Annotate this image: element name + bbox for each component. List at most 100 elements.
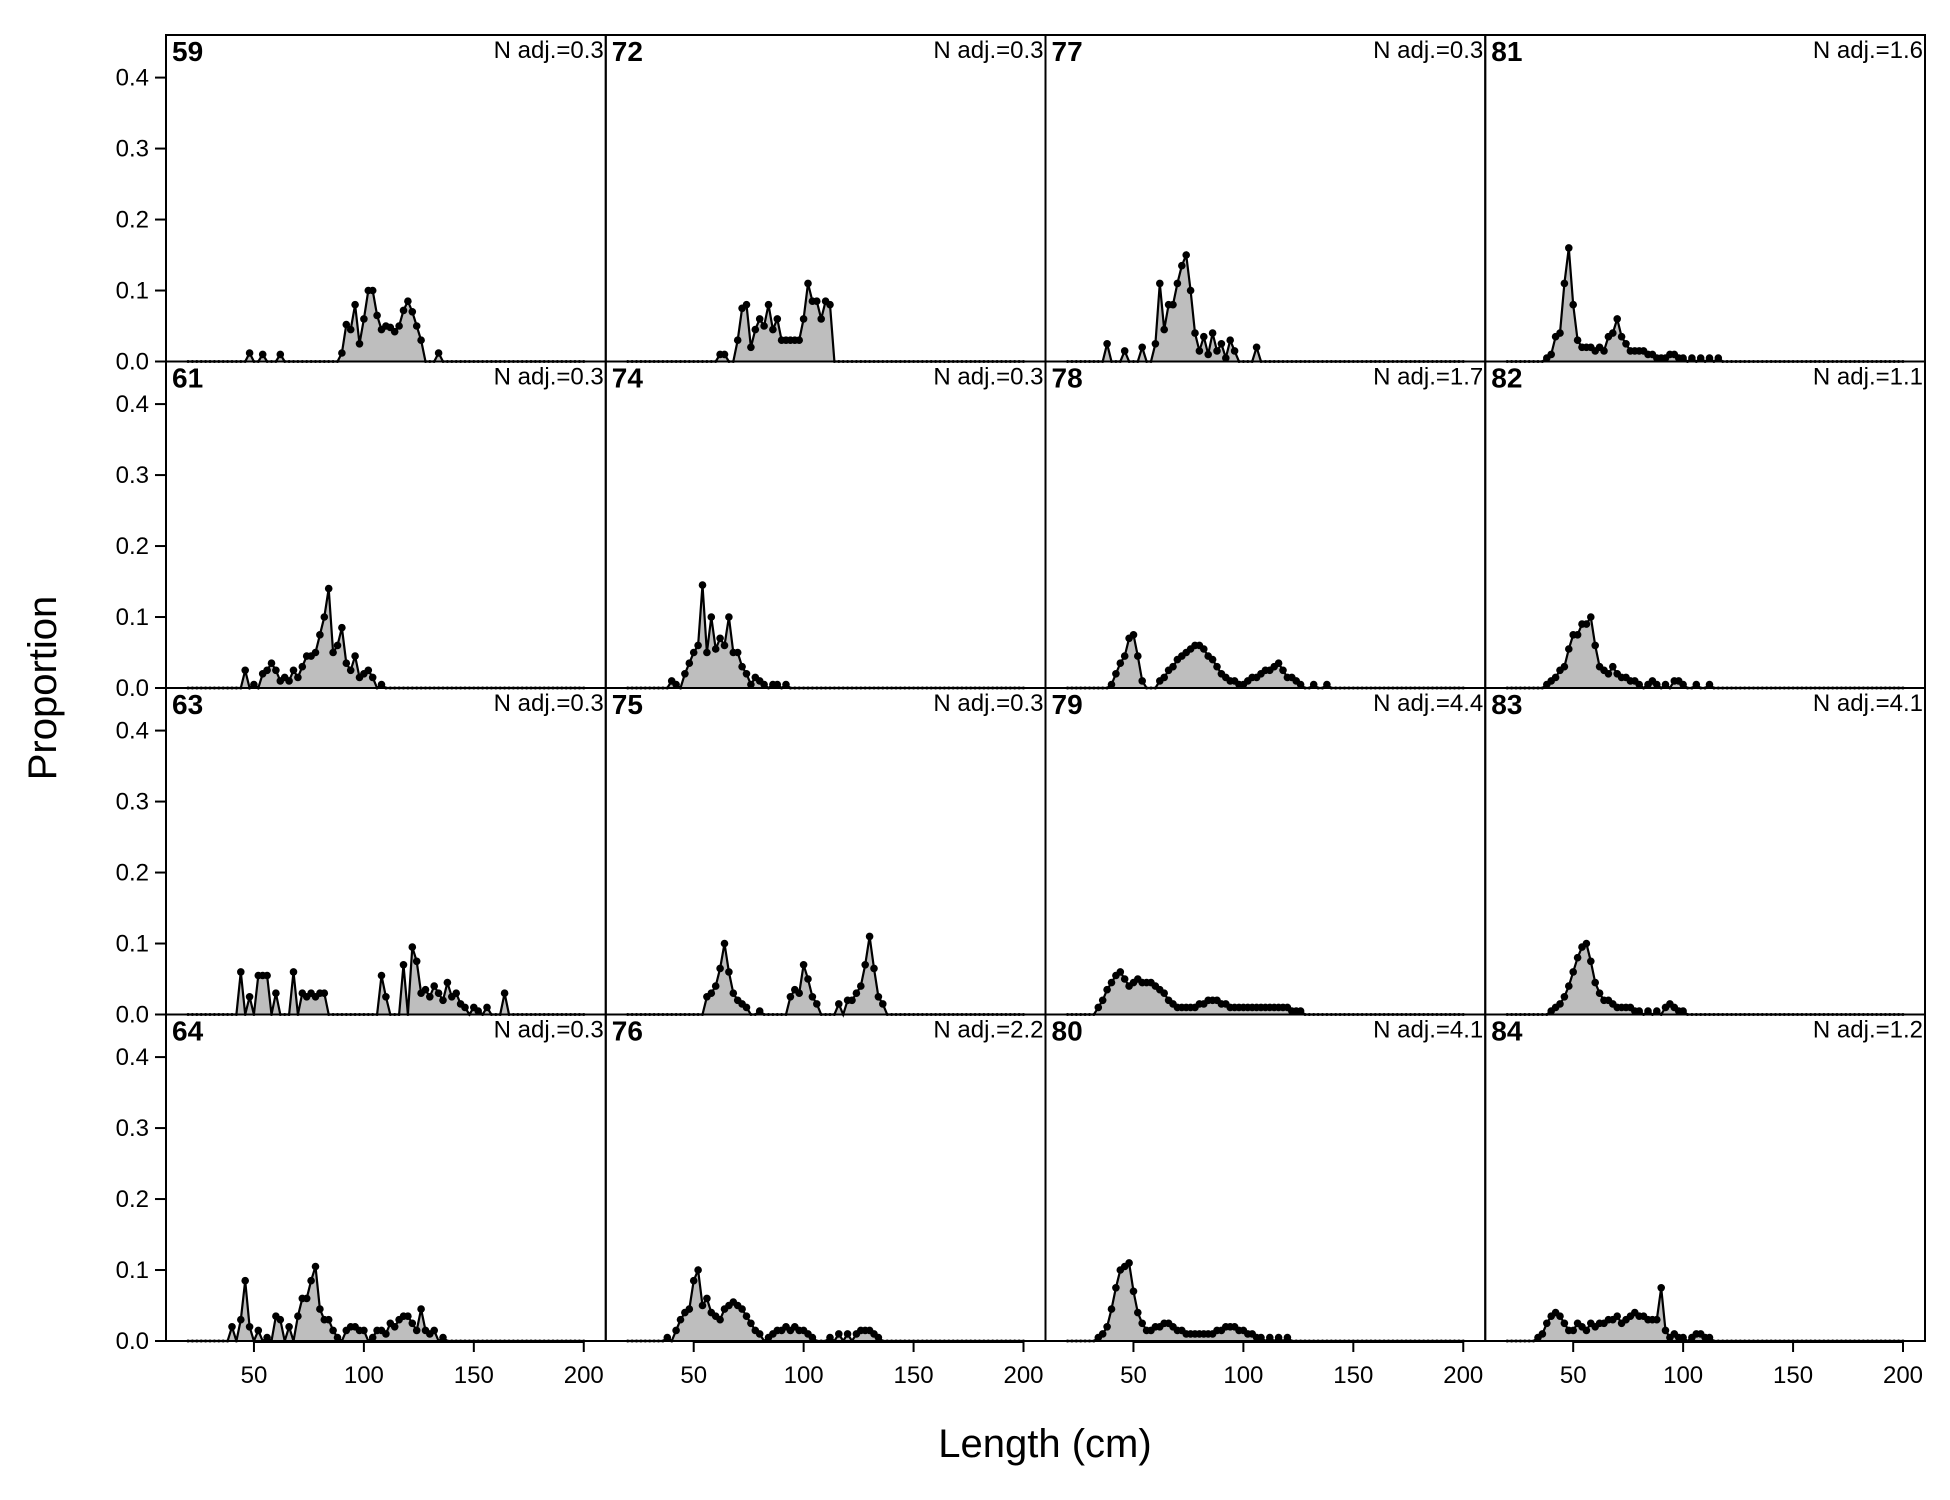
data-point xyxy=(694,641,702,650)
data-point xyxy=(294,1312,302,1320)
data-point xyxy=(430,982,439,990)
data-point xyxy=(707,613,716,621)
data-point xyxy=(1213,347,1221,355)
data-point xyxy=(245,349,254,357)
data-point xyxy=(1661,1326,1670,1335)
data-point xyxy=(373,311,381,320)
data-point xyxy=(1565,244,1573,252)
distribution-area xyxy=(1507,943,1903,1015)
n-adj-label: N adj.=0.3 xyxy=(494,1017,604,1044)
panel-label: 81 xyxy=(1491,36,1522,67)
data-point xyxy=(813,297,821,306)
data-point xyxy=(1186,286,1195,295)
data-point xyxy=(1112,670,1120,678)
x-axis-title: Length (cm) xyxy=(938,1422,1151,1466)
panel-label: 76 xyxy=(612,1016,643,1047)
data-point xyxy=(1705,1333,1714,1342)
panel-label: 79 xyxy=(1052,689,1083,720)
data-point xyxy=(316,1305,324,1313)
distribution-area xyxy=(1067,1262,1464,1341)
n-adj-label: N adj.=0.3 xyxy=(494,37,604,64)
data-point xyxy=(404,1312,412,1320)
data-point xyxy=(1138,343,1146,352)
panel-label: 64 xyxy=(172,1016,204,1047)
data-point xyxy=(1653,1007,1661,1015)
n-adj-label: N adj.=4.4 xyxy=(1373,690,1483,717)
data-point xyxy=(738,1305,746,1313)
data-point xyxy=(285,1323,293,1331)
data-point xyxy=(1160,673,1168,682)
panel-frame xyxy=(604,360,1047,689)
data-point xyxy=(843,1330,852,1338)
y-tick-label: 0.1 xyxy=(116,604,149,631)
y-tick-label: 0.4 xyxy=(116,391,149,418)
data-point xyxy=(1635,680,1643,689)
data-point xyxy=(320,989,329,997)
data-point xyxy=(395,322,403,330)
y-tick-label: 0.4 xyxy=(116,718,149,745)
data-point xyxy=(267,659,276,667)
data-point xyxy=(1679,680,1687,689)
n-adj-label: N adj.=1.1 xyxy=(1813,364,1923,391)
data-point xyxy=(725,968,733,976)
data-point xyxy=(426,993,434,1001)
data-point xyxy=(1573,631,1582,639)
distribution-line xyxy=(627,936,1024,1018)
x-tick-label: 100 xyxy=(1663,1362,1703,1389)
data-point xyxy=(1591,641,1599,650)
data-point xyxy=(733,336,742,345)
data-point xyxy=(316,631,324,639)
x-tick-label: 50 xyxy=(680,1362,707,1389)
data-point xyxy=(263,666,271,675)
x-tick-label: 200 xyxy=(1003,1362,1043,1389)
data-point xyxy=(1644,1007,1652,1015)
data-point xyxy=(1283,1333,1292,1342)
panel: 83 N adj.=4.1 xyxy=(1484,687,1926,1017)
data-point xyxy=(804,975,812,983)
data-point xyxy=(461,1003,469,1012)
data-point xyxy=(1195,347,1204,355)
n-adj-label: N adj.=0.3 xyxy=(933,690,1043,717)
data-point xyxy=(747,680,755,689)
data-point xyxy=(1569,1326,1577,1335)
data-point xyxy=(263,1333,271,1342)
data-point xyxy=(1657,1284,1665,1292)
data-point xyxy=(1134,652,1142,660)
panel-label: 74 xyxy=(612,363,644,394)
data-point xyxy=(1151,340,1160,348)
x-tick-label: 50 xyxy=(241,1362,268,1389)
data-point xyxy=(1551,673,1560,682)
data-point xyxy=(1173,279,1182,288)
panel-label: 61 xyxy=(172,363,203,394)
data-point xyxy=(417,336,425,345)
panel-label: 83 xyxy=(1491,689,1522,720)
data-point xyxy=(826,1333,834,1342)
data-point xyxy=(1556,1000,1564,1008)
data-point xyxy=(241,1276,249,1285)
panel-label: 78 xyxy=(1052,363,1083,394)
data-point xyxy=(1222,354,1230,362)
data-point xyxy=(1560,279,1569,288)
data-point xyxy=(1191,329,1199,337)
panel-frame xyxy=(1484,687,1926,1016)
n-adj-label: N adj.=4.1 xyxy=(1373,1017,1483,1044)
data-point xyxy=(254,1326,263,1335)
panel-grid: 59 N adj.=0.3 61 N adj.=0.3 63 N adj.=0.3 64 N … xyxy=(165,34,1926,1345)
data-point xyxy=(1129,1287,1138,1296)
data-point xyxy=(1569,968,1577,976)
data-point xyxy=(742,1312,751,1320)
data-point xyxy=(716,1315,724,1324)
data-point xyxy=(773,315,782,323)
data-point xyxy=(795,336,803,345)
panel: 81 N adj.=1.6 xyxy=(1484,34,1926,363)
data-point xyxy=(346,666,355,675)
panel: 79 N adj.=4.4 xyxy=(1044,687,1487,1016)
data-point xyxy=(1573,953,1582,962)
data-point xyxy=(320,613,329,621)
data-point xyxy=(703,648,711,657)
data-point xyxy=(795,989,803,997)
panel-frame xyxy=(165,360,607,689)
data-point xyxy=(707,989,716,997)
data-point xyxy=(430,1326,439,1335)
data-point xyxy=(412,322,421,330)
